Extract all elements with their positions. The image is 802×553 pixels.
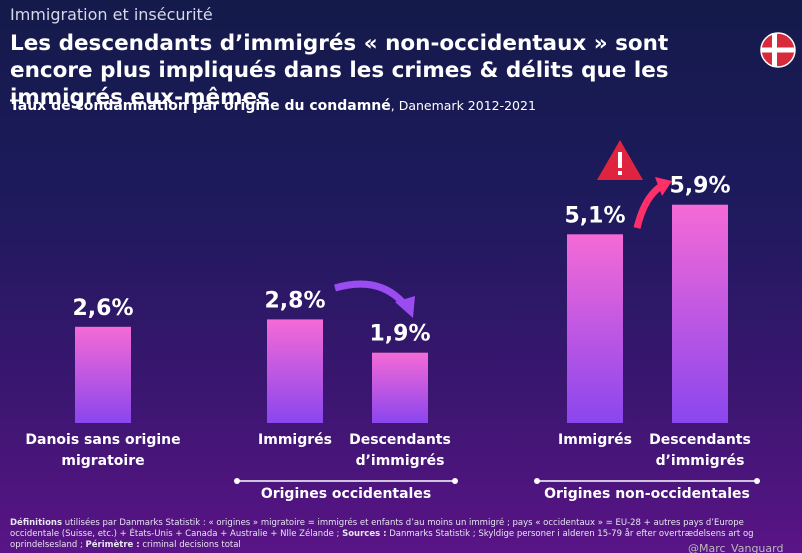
bar [267, 319, 323, 423]
footnote-part: Danmarks Statistik ; Skyldige personer i… [10, 529, 754, 550]
footnote-part: Définitions [10, 518, 63, 528]
arrow [334, 280, 408, 308]
bar [75, 326, 131, 423]
footnote-part: utilisées par Danmarks Statistik : « ori… [10, 518, 744, 539]
value-label: 2,8% [264, 288, 325, 313]
arrow-head [395, 296, 415, 318]
group-dot [754, 478, 760, 484]
value-label: 5,9% [669, 174, 730, 199]
group-label: Origines non-occidentales [544, 486, 750, 502]
category-label: Descendants d’immigrés [349, 432, 451, 469]
value-label: 1,9% [369, 322, 430, 347]
bar [672, 204, 728, 423]
footnote: Définitions utilisées par Danmarks Stati… [10, 518, 790, 551]
group-label: Origines occidentales [260, 486, 432, 502]
warning-icon [597, 140, 643, 180]
group-dot [452, 478, 458, 484]
flag [760, 32, 796, 68]
arrow [633, 181, 665, 229]
watermark: @Marc_Vanguard [688, 542, 784, 553]
category-label: Descendants d’immigrés [649, 432, 751, 469]
kicker: Immigration et insécurité [10, 5, 213, 24]
footnote-part: Sources : [342, 529, 387, 539]
subtitle-text: Taux de condamnation par origine du cond… [10, 98, 391, 114]
footnote-part: Périmètre : [85, 540, 140, 550]
subtitle: Taux de condamnation par origine du cond… [10, 98, 536, 114]
category-label: Danois sans origine migratoire [25, 432, 181, 469]
value-label: 5,1% [564, 203, 625, 228]
chart-title: Les descendants d’immigrés « non-occiden… [10, 31, 669, 110]
group-dot [534, 478, 540, 484]
category-label: Immigrés [258, 432, 332, 448]
subtitle-note: , Danemark 2012-2021 [390, 98, 536, 113]
bar [567, 234, 623, 423]
group-dot [234, 478, 240, 484]
footnote-part: criminal decisions total [139, 540, 241, 550]
category-label: Immigrés [558, 432, 632, 448]
value-label: 2,6% [72, 296, 133, 321]
arrow-head [655, 177, 672, 196]
bar [372, 352, 428, 423]
